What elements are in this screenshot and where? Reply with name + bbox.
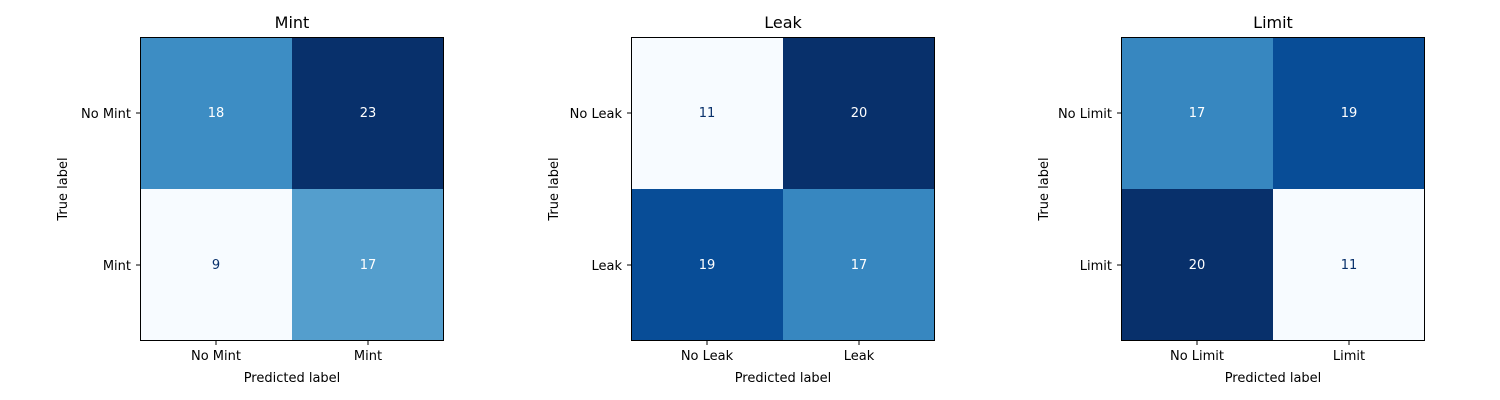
- y-tick-label: Limit: [1080, 259, 1112, 274]
- cell-value-label: 11: [699, 106, 716, 121]
- x-tick-label: No Limit: [1170, 349, 1224, 364]
- matrix-cell: [292, 189, 444, 341]
- chart-title: Leak: [764, 13, 802, 32]
- y-tick-label: No Leak: [570, 107, 623, 122]
- chart-title: Limit: [1253, 13, 1293, 32]
- cell-value-label: 19: [699, 258, 716, 273]
- y-tick-label: No Limit: [1058, 107, 1112, 122]
- y-tick-label: No Mint: [81, 107, 131, 122]
- matrix-cell: [1121, 189, 1273, 341]
- cell-value-label: 9: [212, 258, 220, 273]
- confusion-matrix-panel: 17 19 20 11 Limit No Limit Limit No Limit Limit P…: [1037, 13, 1425, 386]
- cell-value-label: 17: [360, 258, 377, 273]
- cell-value-label: 19: [1341, 106, 1358, 121]
- cell-value-label: 23: [360, 106, 377, 121]
- x-axis-label: Predicted label: [244, 371, 341, 386]
- cell-value-label: 11: [1341, 258, 1358, 273]
- y-axis-label: True label: [1037, 157, 1052, 221]
- matrix-cell: [140, 37, 292, 189]
- axes-frame: [631, 37, 935, 341]
- matrix-cell: [292, 37, 444, 189]
- matrix-cell: [783, 189, 935, 341]
- x-axis-label: Predicted label: [1225, 371, 1322, 386]
- matrix-cell: [1273, 37, 1425, 189]
- cell-value-label: 17: [851, 258, 868, 273]
- matrix-cell: [783, 37, 935, 189]
- matrix-cell: [631, 37, 783, 189]
- x-tick-label: Limit: [1333, 349, 1365, 364]
- confusion-matrix-panel: 11 20 19 17 Leak No Leak Leak No Leak Leak Predic…: [547, 13, 935, 386]
- x-tick-label: No Leak: [681, 349, 734, 364]
- confusion-matrix-panel: 18 23 9 17 Mint No Mint Mint No Mint Mint Predict…: [56, 13, 444, 386]
- x-tick-label: Leak: [844, 349, 875, 364]
- cell-value-label: 18: [208, 106, 225, 121]
- axes-frame: [1121, 37, 1425, 341]
- cell-value-label: 17: [1189, 106, 1206, 121]
- matrix-cell: [140, 189, 292, 341]
- matrix-cell: [631, 189, 783, 341]
- x-tick-label: Mint: [354, 349, 382, 364]
- y-tick-label: Leak: [591, 259, 622, 274]
- matrix-cell: [1121, 37, 1273, 189]
- x-axis-label: Predicted label: [735, 371, 832, 386]
- y-axis-label: True label: [547, 157, 562, 221]
- cell-value-label: 20: [851, 106, 868, 121]
- x-tick-label: No Mint: [191, 349, 241, 364]
- axes-frame: [140, 37, 444, 341]
- cell-value-label: 20: [1189, 258, 1206, 273]
- matrix-cell: [1273, 189, 1425, 341]
- chart-title: Mint: [275, 13, 310, 32]
- y-tick-label: Mint: [103, 259, 131, 274]
- y-axis-label: True label: [56, 157, 71, 221]
